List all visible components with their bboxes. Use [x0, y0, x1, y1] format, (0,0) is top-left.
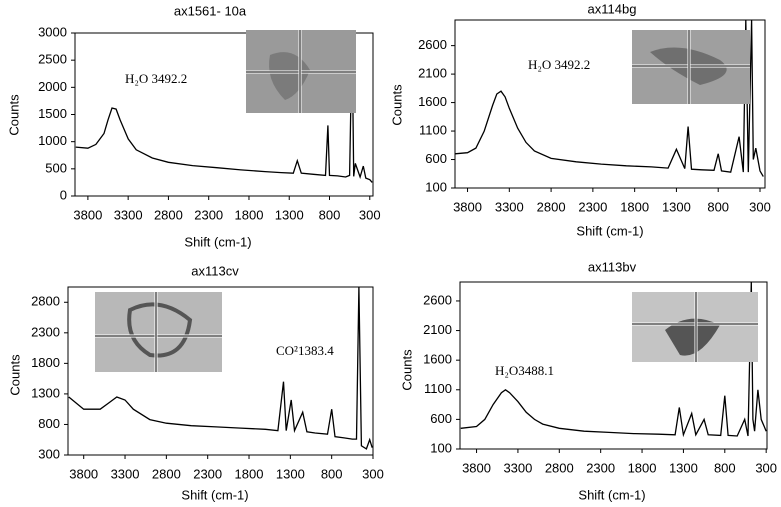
y-tick-label: 1000 — [38, 133, 67, 148]
y-tick-label: 100 — [430, 440, 452, 455]
x-tick-label: 3300 — [495, 199, 524, 214]
x-tick-label: 2300 — [586, 460, 615, 475]
x-axis-label: Shift (cm-1) — [576, 223, 643, 238]
y-axis-label: Counts — [7, 354, 22, 396]
y-tick-label: 2100 — [423, 322, 452, 337]
chart: ax113bv Counts Shift (cm-1) H₂O3488.1 100 600… — [399, 259, 777, 502]
y-tick-label: 600 — [430, 411, 452, 426]
y-tick-label: 1500 — [38, 106, 67, 121]
y-tick-label: 2600 — [423, 292, 452, 307]
x-tick-label: 800 — [321, 466, 343, 481]
x-tick-label: 800 — [714, 460, 736, 475]
x-tick-label: 3300 — [114, 207, 143, 222]
x-tick-label: 1800 — [235, 207, 264, 222]
inset-image — [246, 30, 356, 113]
spectrum-line — [75, 33, 373, 183]
x-tick-label: 2800 — [154, 207, 183, 222]
y-tick-label: 2600 — [418, 37, 447, 52]
x-axis-label: Shift (cm-1) — [181, 487, 248, 502]
x-axis-label: Shift (cm-1) — [184, 234, 251, 249]
x-axis-label: Shift (cm-1) — [578, 487, 645, 502]
y-tick-label: 1800 — [31, 355, 60, 370]
x-tick-label: 300 — [755, 460, 777, 475]
annotation: H₂O 3492.2 — [125, 71, 187, 86]
chart-title: ax113bv — [588, 259, 637, 274]
y-tick-label: 2500 — [38, 52, 67, 67]
x-tick-label: 3800 — [73, 207, 102, 222]
x-tick-label: 3800 — [453, 199, 482, 214]
chart-title: ax113cv — [191, 263, 239, 278]
y-axis-label: Counts — [6, 94, 21, 136]
y-tick-label: 2100 — [418, 66, 447, 81]
x-tick-label: 800 — [319, 207, 341, 222]
x-tick-label: 1300 — [276, 466, 305, 481]
x-tick-label: 3800 — [462, 460, 491, 475]
y-tick-label: 1600 — [418, 94, 447, 109]
inset-image — [632, 292, 758, 362]
plot-frame — [454, 19, 766, 189]
annotation: CO²1383.4 — [276, 343, 334, 358]
x-tick-label: 1800 — [235, 466, 264, 481]
x-tick-label: 1300 — [662, 199, 691, 214]
x-tick-label: 300 — [749, 199, 771, 214]
y-tick-label: 3000 — [38, 24, 67, 39]
x-tick-label: 1300 — [669, 460, 698, 475]
x-tick-label: 2800 — [152, 466, 181, 481]
y-tick-label: 2300 — [31, 324, 60, 339]
y-tick-label: 600 — [425, 151, 447, 166]
annotation: H₂O 3492.2 — [528, 57, 590, 72]
y-tick-label: 500 — [45, 160, 67, 175]
x-tick-label: 800 — [707, 199, 729, 214]
chart: ax114bg Counts Shift (cm-1) H₂O 3492.2 100 60… — [389, 1, 770, 238]
y-axis-label: Counts — [399, 349, 414, 391]
x-tick-label: 2300 — [578, 199, 607, 214]
y-axis-label: Counts — [389, 84, 404, 126]
x-tick-label: 3300 — [503, 460, 532, 475]
y-tick-label: 300 — [38, 446, 60, 461]
y-tick-label: 2800 — [31, 294, 60, 309]
x-tick-label: 2800 — [545, 460, 574, 475]
plot-frame — [459, 281, 768, 450]
y-tick-label: 2000 — [38, 79, 67, 94]
y-tick-label: 0 — [60, 187, 67, 202]
y-tick-label: 800 — [38, 416, 60, 431]
x-tick-label: 3800 — [69, 466, 98, 481]
chart-title: ax114bg — [588, 1, 637, 16]
plot-frame — [67, 286, 374, 456]
x-tick-label: 3300 — [111, 466, 140, 481]
annotation: H₂O3488.1 — [495, 363, 554, 378]
spectrum-line — [68, 287, 373, 450]
y-tick-label: 100 — [425, 179, 447, 194]
chart: ax1561- 10a Counts Shift (cm-1) H₂O 3492.2 0… — [6, 3, 380, 249]
x-tick-label: 1800 — [628, 460, 657, 475]
y-tick-label: 1600 — [423, 352, 452, 367]
chart: ax113cv Counts Shift (cm-1) CO²1383.4 300 800… — [7, 263, 383, 502]
y-tick-label: 1100 — [424, 381, 452, 396]
y-tick-label: 1300 — [31, 385, 60, 400]
y-tick-label: 1100 — [419, 122, 447, 137]
x-tick-label: 300 — [359, 207, 381, 222]
x-tick-label: 1800 — [620, 199, 649, 214]
inset-image — [95, 292, 222, 372]
x-tick-label: 2300 — [194, 207, 223, 222]
inset-image — [632, 30, 750, 104]
x-tick-label: 300 — [362, 466, 384, 481]
x-tick-label: 2300 — [193, 466, 222, 481]
x-tick-label: 1300 — [275, 207, 304, 222]
chart-title: ax1561- 10a — [174, 3, 247, 18]
x-tick-label: 2800 — [537, 199, 566, 214]
